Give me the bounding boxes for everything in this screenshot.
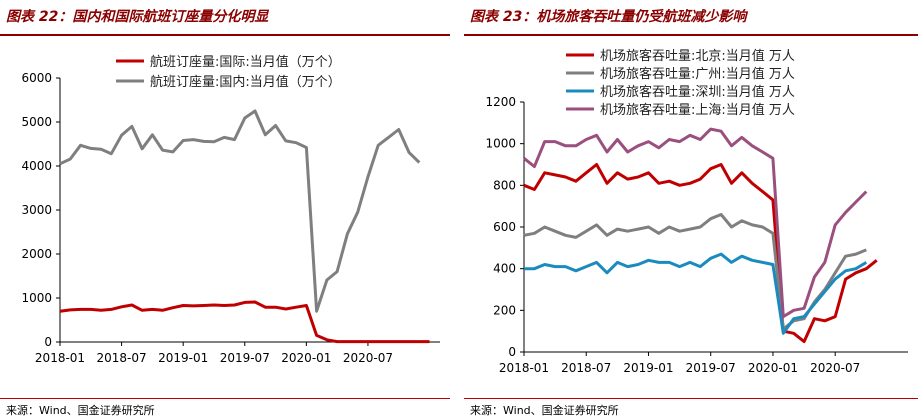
- y-tick-label: 0: [44, 335, 52, 349]
- y-tick-label: 6000: [21, 71, 52, 85]
- x-tick-label: 2020-07: [343, 351, 393, 365]
- legend-label: 机场旅客吞吐量:深圳:当月值 万人: [600, 84, 795, 100]
- left-panel: 图表 22：国内和国际航班订座量分化明显 0 1000 2000 3000 4000 50…: [0, 0, 450, 420]
- source-divider: [464, 398, 918, 399]
- series-line-2: [59, 109, 421, 313]
- x-tick-label: 2018-01: [499, 361, 549, 375]
- x-tick-label: 2020-01: [281, 351, 331, 365]
- y-tick-label: 2000: [21, 247, 52, 261]
- x-tick-label: 2018-01: [35, 351, 85, 365]
- chart-left: 0 1000 2000 3000 4000 5000 6000 2018-01 2018-07 2…: [21, 54, 440, 365]
- series-line-1: [59, 300, 430, 344]
- y-tick-label: 1000: [21, 291, 52, 305]
- x-tick-label: 2018-07: [97, 351, 147, 365]
- legend-label: 航班订座量:国内:当月值（万个）: [150, 74, 341, 90]
- source-divider: [0, 398, 450, 399]
- x-tick-label: 2019-07: [220, 351, 270, 365]
- legend-label: 机场旅客吞吐量:上海:当月值 万人: [600, 102, 795, 118]
- chart-title: 图表 22：国内和国际航班订座量分化明显: [0, 0, 450, 36]
- chart-title: 图表 23：机场旅客吞吐量仍受航班减少影响: [464, 0, 918, 36]
- source-note: 来源：Wind、国金证券研究所: [470, 404, 619, 417]
- y-tick-label: 800: [493, 178, 516, 192]
- x-tick-label: 2019-01: [158, 351, 208, 365]
- chart-right: 0 200 400 600 800 1000 1200 2018-01 2018-07 2019-…: [485, 48, 908, 375]
- x-tick-label: 2020-01: [748, 361, 798, 375]
- x-tick-label: 2020-07: [810, 361, 860, 375]
- x-tick-label: 2019-07: [686, 361, 736, 375]
- y-tick-label: 5000: [21, 115, 52, 129]
- y-tick-label: 1000: [485, 137, 516, 151]
- y-tick-label: 600: [493, 220, 516, 234]
- y-tick-label: 1200: [485, 95, 516, 109]
- legend-label: 机场旅客吞吐量:广州:当月值 万人: [600, 66, 795, 82]
- y-tick-label: 400: [493, 262, 516, 276]
- source-note: 来源：Wind、国金证券研究所: [6, 404, 155, 417]
- y-tick-label: 200: [493, 303, 516, 317]
- legend-label: 机场旅客吞吐量:北京:当月值 万人: [600, 48, 795, 64]
- legend-label: 航班订座量:国际:当月值（万个）: [150, 54, 341, 70]
- x-tick-label: 2019-01: [623, 361, 673, 375]
- series-line-3: [524, 252, 868, 335]
- x-tick-label: 2018-07: [561, 361, 611, 375]
- y-tick-label: 0: [508, 345, 516, 359]
- series-line-4: [523, 127, 868, 319]
- y-tick-label: 3000: [21, 203, 52, 217]
- right-panel: 图表 23：机场旅客吞吐量仍受航班减少影响 0 200 400 600 800 1000 1…: [464, 0, 918, 420]
- y-tick-label: 4000: [21, 159, 52, 173]
- series-line-1: [523, 163, 878, 344]
